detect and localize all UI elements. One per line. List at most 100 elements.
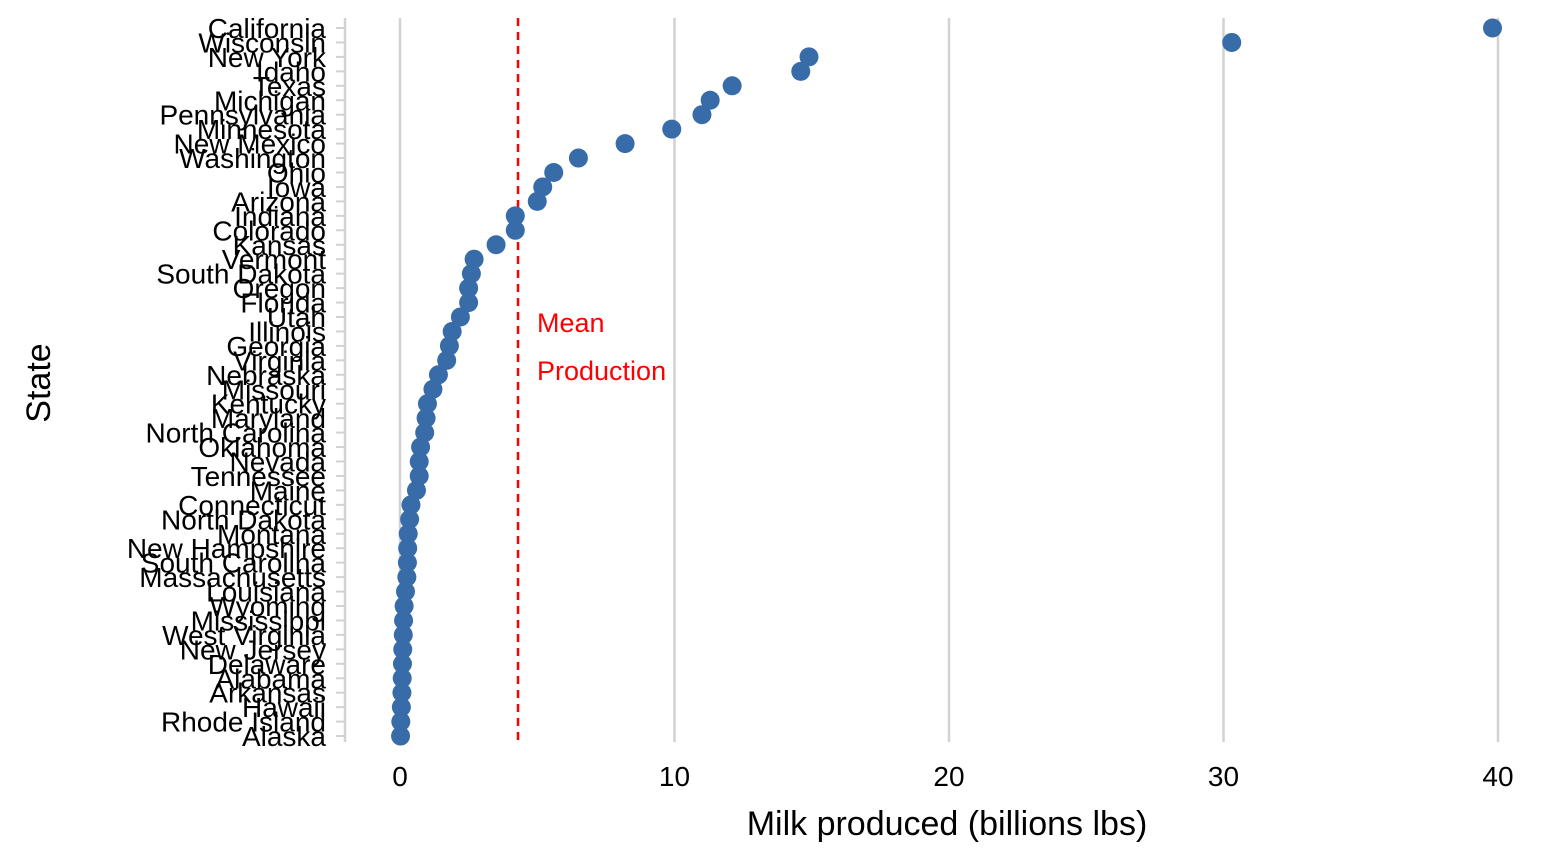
point-mississippi (394, 610, 414, 630)
point-virginia (437, 350, 457, 370)
point-ohio (544, 163, 564, 182)
state-label-colorado: Colorado (212, 215, 326, 246)
point-illinois (442, 321, 462, 341)
state-label-florida: Florida (240, 288, 326, 319)
state-label-washington: Washington (179, 143, 326, 174)
state-label-california: California (208, 13, 327, 44)
point-alabama (392, 668, 412, 688)
state-label-new-mexico: New Mexico (174, 129, 326, 160)
point-rhode-island (391, 712, 411, 732)
state-label-tennessee: Tennessee (191, 461, 326, 492)
point-new-mexico (615, 134, 635, 154)
point-georgia (439, 336, 459, 356)
state-label-alaska: Alaska (242, 721, 326, 752)
state-label-georgia: Georgia (226, 331, 326, 362)
x-axis-title: Milk produced (billions lbs) (747, 805, 1148, 843)
point-utah (450, 307, 470, 327)
x-tick-label-0: 0 (392, 761, 408, 792)
mean-annotation-line1: Mean (537, 308, 605, 338)
point-wyoming (394, 596, 414, 616)
state-label-west-virginia: West Virginia (162, 620, 326, 651)
state-label-montana: Montana (217, 519, 326, 550)
point-montana (398, 524, 418, 544)
point-tennessee (409, 466, 429, 486)
point-hawaii (391, 697, 411, 717)
point-new-hampshire (398, 538, 418, 558)
state-label-nevada: Nevada (229, 447, 326, 478)
state-label-wisconsin: Wisconsin (198, 27, 326, 58)
point-oregon (459, 278, 479, 298)
state-label-new-jersey: New Jersey (180, 634, 326, 665)
state-label-missouri: Missouri (222, 374, 326, 405)
point-washington (568, 148, 588, 168)
point-indiana (505, 206, 525, 226)
state-label-kansas: Kansas (233, 230, 326, 261)
x-axis-ticks: 0 10 20 30 40 (392, 761, 1513, 792)
x-tick-label-40: 40 (1482, 761, 1513, 792)
point-missouri (423, 379, 443, 399)
state-label-alabama: Alabama (215, 663, 326, 694)
state-label-new-york: New York (208, 42, 327, 73)
state-label-texas: Texas (253, 71, 326, 102)
state-label-nebraska: Nebraska (206, 360, 326, 391)
point-new-jersey (393, 639, 413, 659)
point-south-carolina (397, 553, 417, 573)
y-axis-title: State (20, 343, 58, 422)
state-label-arizona: Arizona (231, 186, 326, 217)
point-michigan (700, 90, 720, 110)
state-label-oklahoma: Oklahoma (198, 432, 326, 463)
state-label-massachusetts: Massachusetts (139, 562, 326, 593)
state-label-delaware: Delaware (208, 649, 326, 680)
x-tick-label-10: 10 (659, 761, 690, 792)
point-vermont (464, 249, 484, 269)
point-new-york (799, 47, 819, 67)
state-label-pennsylvania: Pennsylvania (159, 100, 326, 131)
point-south-dakota (461, 264, 481, 284)
point-wisconsin (1222, 32, 1242, 52)
data-points (391, 18, 1503, 746)
point-kansas (486, 235, 506, 255)
state-label-iowa: Iowa (267, 172, 327, 203)
state-label-wyoming: Wyoming (210, 591, 326, 622)
point-california (1483, 18, 1503, 38)
state-label-utah: Utah (267, 302, 326, 333)
state-label-maine: Maine (250, 475, 326, 506)
x-tick-label-30: 30 (1208, 761, 1239, 792)
point-connecticut (401, 495, 421, 515)
state-label-south-dakota: South Dakota (156, 259, 326, 290)
point-louisiana (395, 582, 415, 602)
point-arizona (527, 191, 547, 211)
point-pennsylvania (692, 105, 712, 125)
state-label-north-dakota: North Dakota (161, 504, 326, 535)
point-west-virginia (393, 625, 413, 645)
point-kentucky (417, 394, 437, 414)
state-label-maryland: Maryland (211, 403, 326, 434)
state-label-michigan: Michigan (214, 85, 326, 116)
point-florida (459, 293, 479, 313)
x-tick-label-20: 20 (933, 761, 964, 792)
state-label-idaho: Idaho (256, 56, 326, 87)
point-idaho (791, 61, 811, 81)
point-alaska (391, 726, 411, 746)
point-colorado (505, 220, 525, 240)
point-maryland (416, 408, 436, 428)
state-label-new-hampshire: New Hampshire (127, 533, 326, 564)
point-maine (406, 480, 426, 500)
point-north-dakota (400, 509, 420, 529)
point-nevada (409, 452, 429, 471)
state-label-minnesota: Minnesota (197, 114, 327, 145)
point-north-carolina (415, 423, 435, 443)
mean-annotation-line2: Production (537, 356, 666, 386)
state-label-north-carolina: North Carolina (145, 418, 326, 449)
point-texas (722, 76, 742, 96)
point-delaware (392, 654, 412, 674)
state-label-virginia: Virginia (233, 345, 326, 376)
point-oklahoma (411, 437, 431, 457)
state-label-vermont: Vermont (222, 244, 326, 275)
point-nebraska (428, 365, 448, 385)
state-label-mississippi: Mississippi (191, 605, 326, 636)
state-label-arkansas: Arkansas (209, 678, 326, 709)
point-arkansas (392, 683, 412, 703)
